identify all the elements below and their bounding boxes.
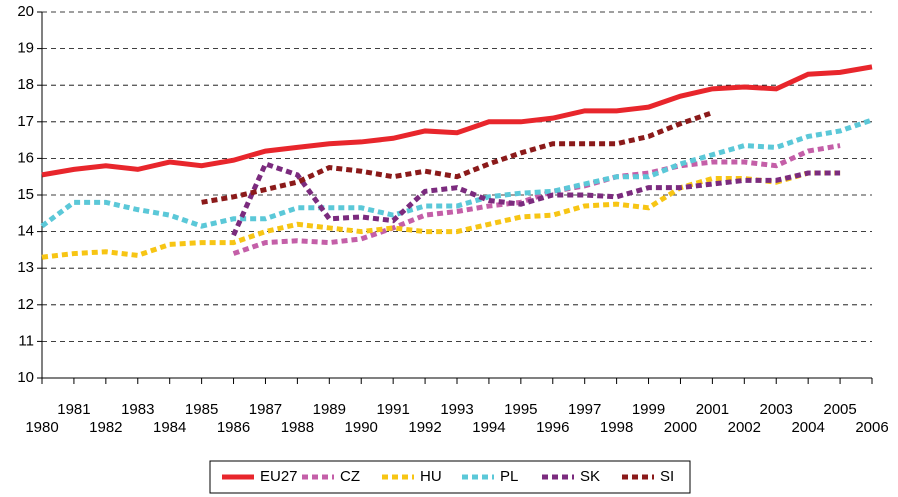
x-tick-label: 1980	[25, 419, 58, 436]
legend-label: HU	[420, 468, 442, 485]
x-tick-label: 1993	[440, 401, 473, 418]
x-tick-label: 2000	[664, 419, 697, 436]
series-line	[41, 64, 873, 178]
x-tick-label: 1996	[536, 419, 569, 436]
legend-label: EU27	[260, 468, 298, 485]
x-tick-label: 1997	[568, 401, 601, 418]
x-tick-label: 1984	[153, 419, 186, 436]
x-tick-label: 1998	[600, 419, 633, 436]
x-tick-label: 1982	[89, 419, 122, 436]
series-line	[232, 143, 841, 256]
x-tick-label: 1985	[185, 401, 218, 418]
y-tick-label: 12	[17, 296, 34, 313]
x-tick-label: 2006	[855, 419, 888, 436]
x-tick-label: 1995	[504, 401, 537, 418]
x-tick-label: 2003	[760, 401, 793, 418]
x-tick-label: 1991	[376, 401, 409, 418]
y-tick-label: 10	[17, 369, 34, 386]
x-tick-label: 1999	[632, 401, 665, 418]
x-tick-label: 1992	[408, 419, 441, 436]
x-tick-label: 1987	[249, 401, 282, 418]
y-tick-label: 16	[17, 149, 34, 166]
x-tick-label: 1981	[57, 401, 90, 418]
x-tick-label: 1986	[217, 419, 250, 436]
legend-label: CZ	[340, 468, 360, 485]
y-tick-label: 19	[17, 40, 34, 57]
x-tick-label: 2005	[823, 401, 856, 418]
x-tick-label: 1983	[121, 401, 154, 418]
legend-label: PL	[500, 468, 518, 485]
legend-label: SI	[660, 468, 674, 485]
x-tick-label: 2004	[791, 419, 824, 436]
legend-label: SK	[580, 468, 600, 485]
series-line	[201, 110, 714, 205]
x-tick-label: 1989	[313, 401, 346, 418]
y-tick-label: 14	[17, 223, 34, 240]
legend-box	[209, 460, 691, 494]
y-tick-label: 13	[17, 259, 34, 276]
y-tick-label: 11	[18, 332, 34, 349]
series-line	[40, 117, 873, 229]
series-line	[231, 160, 841, 237]
y-tick-label: 17	[17, 113, 34, 130]
x-tick-label: 1990	[345, 419, 378, 436]
y-tick-label: 15	[17, 186, 34, 203]
x-tick-label: 1988	[281, 419, 314, 436]
y-tick-label: 18	[17, 76, 34, 93]
series-line	[41, 170, 841, 260]
y-tick-label: 20	[17, 3, 34, 20]
x-tick-label: 2002	[728, 419, 761, 436]
x-tick-label: 1994	[472, 419, 505, 436]
x-tick-label: 2001	[696, 401, 729, 418]
